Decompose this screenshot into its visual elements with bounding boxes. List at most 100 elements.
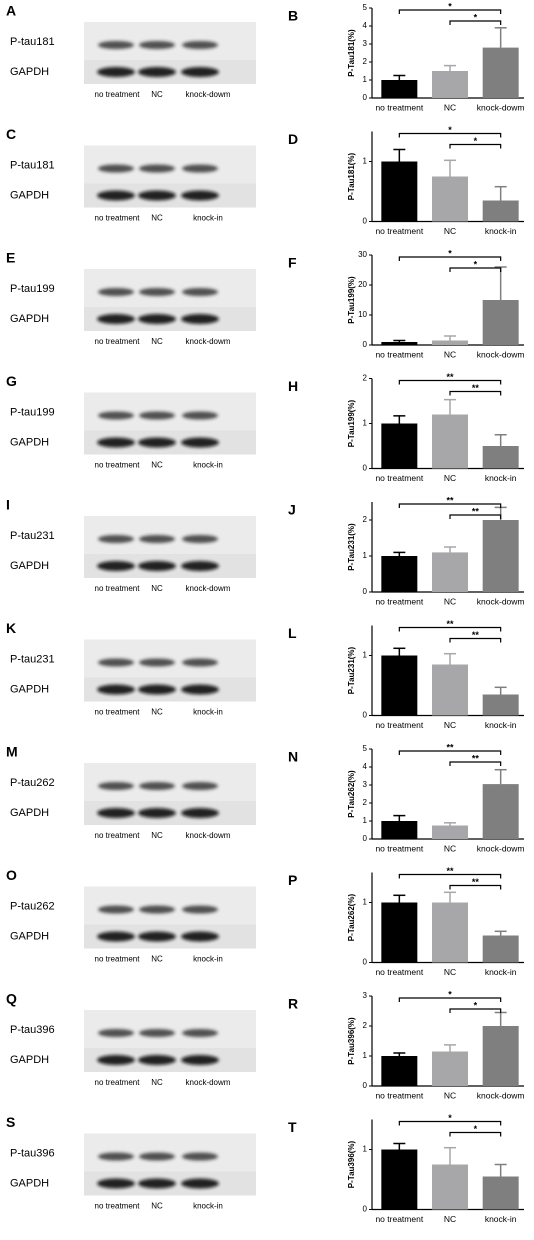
lane-label: NC: [151, 831, 163, 840]
y-tick-label: 2: [363, 798, 368, 807]
loading-label: GAPDH: [10, 930, 49, 942]
panel-letter: P: [288, 872, 297, 888]
bar: [482, 200, 519, 222]
significance-label: *: [448, 125, 452, 135]
lane-label: no treatment: [95, 831, 141, 840]
significance-bracket: [398, 1120, 502, 1126]
x-tick-label: no treatment: [375, 1214, 423, 1224]
x-tick-label: no treatment: [375, 102, 423, 112]
blot-label: P-tau231: [10, 653, 55, 665]
lane-label: knock-dowm: [186, 90, 231, 99]
bar: [482, 520, 519, 592]
x-tick-label: NC: [444, 1090, 456, 1100]
panel-letter: C: [6, 126, 16, 142]
lane-label: no treatment: [95, 708, 141, 717]
y-tick-label: 2: [363, 57, 368, 66]
panel-letter: A: [6, 3, 16, 19]
bar: [381, 342, 418, 345]
y-tick-label: 5: [363, 3, 368, 12]
y-tick-label: 1: [363, 157, 368, 166]
y-tick-label: 3: [363, 991, 368, 1000]
lane-label: NC: [151, 1078, 163, 1087]
lane-label: NC: [151, 90, 163, 99]
y-tick-label: 10: [358, 310, 367, 319]
y-tick-label: 0: [363, 834, 368, 843]
bar: [432, 71, 468, 98]
protein-band: [182, 535, 218, 543]
protein-band: [98, 658, 134, 667]
protein-band: [139, 41, 175, 49]
protein-band: [139, 164, 175, 173]
significance-bracket: [449, 761, 502, 766]
bar: [381, 655, 418, 716]
gapdh-band: [97, 1055, 135, 1065]
gapdh-band: [97, 437, 135, 448]
gapdh-band: [138, 437, 176, 448]
lane-label: knock-dowm: [186, 831, 231, 840]
significance-label: *: [474, 1124, 478, 1134]
lane-label: no treatment: [95, 1202, 141, 1211]
protein-band: [182, 658, 218, 667]
gapdh-band: [138, 931, 176, 942]
y-axis-label: P-Tau396(%): [347, 1017, 356, 1065]
protein-band: [182, 1152, 218, 1161]
significance-bracket: [398, 379, 502, 385]
x-tick-label: no treatment: [375, 473, 423, 483]
y-tick-label: 1: [363, 551, 368, 560]
protein-band: [139, 658, 175, 667]
gapdh-band: [97, 684, 135, 695]
x-tick-label: NC: [444, 349, 456, 359]
significance-bracket: [449, 143, 502, 149]
panel-letter: I: [6, 497, 10, 513]
blot-label: P-tau181: [10, 36, 55, 48]
x-tick-label: NC: [444, 1214, 456, 1224]
x-tick-label: knock-dowm: [477, 349, 525, 359]
y-tick-label: 5: [363, 744, 368, 753]
y-tick-label: 0: [363, 340, 368, 349]
bar: [432, 340, 468, 345]
significance-label: **: [446, 866, 454, 876]
significance-bracket: [398, 9, 502, 14]
bar: [432, 1051, 468, 1086]
loading-label: GAPDH: [10, 1177, 49, 1189]
significance-bracket: [449, 20, 502, 25]
blot-label: P-tau262: [10, 777, 55, 789]
blot-label: P-tau231: [10, 530, 55, 542]
gapdh-band: [181, 684, 219, 695]
bar: [482, 1026, 519, 1086]
bar: [482, 784, 519, 839]
significance-bracket: [398, 132, 502, 138]
panel-letter: H: [288, 378, 298, 394]
protein-band: [98, 1029, 134, 1037]
lane-label: NC: [151, 955, 163, 964]
protein-band: [182, 411, 218, 420]
x-tick-label: no treatment: [375, 967, 423, 977]
y-tick-label: 1: [363, 816, 368, 825]
significance-bracket: [398, 626, 502, 632]
panel-letter: S: [6, 1114, 15, 1130]
y-axis-label: P-Tau262(%): [347, 893, 356, 941]
significance-label: *: [448, 1, 452, 11]
protein-band: [182, 288, 218, 296]
significance-bracket: [398, 873, 502, 879]
panel-letter: L: [288, 625, 297, 641]
x-tick-label: NC: [444, 843, 456, 853]
y-tick-label: 20: [358, 280, 367, 289]
panel-letter: N: [288, 749, 298, 765]
loading-label: GAPDH: [10, 313, 49, 325]
y-tick-label: 0: [363, 464, 368, 473]
protein-band: [98, 288, 134, 296]
significance-bracket: [449, 390, 502, 396]
x-tick-label: NC: [444, 596, 456, 606]
gapdh-band: [97, 314, 135, 324]
y-tick-label: 3: [363, 39, 368, 48]
y-tick-label: 4: [363, 762, 368, 771]
gapdh-band: [138, 314, 176, 324]
significance-label: *: [448, 248, 452, 258]
significance-bracket: [449, 267, 502, 272]
panel-letter: M: [6, 744, 18, 760]
gapdh-band: [181, 1055, 219, 1065]
lane-label: knock-dowm: [186, 1078, 231, 1087]
bar: [381, 821, 418, 839]
loading-label: GAPDH: [10, 436, 49, 448]
